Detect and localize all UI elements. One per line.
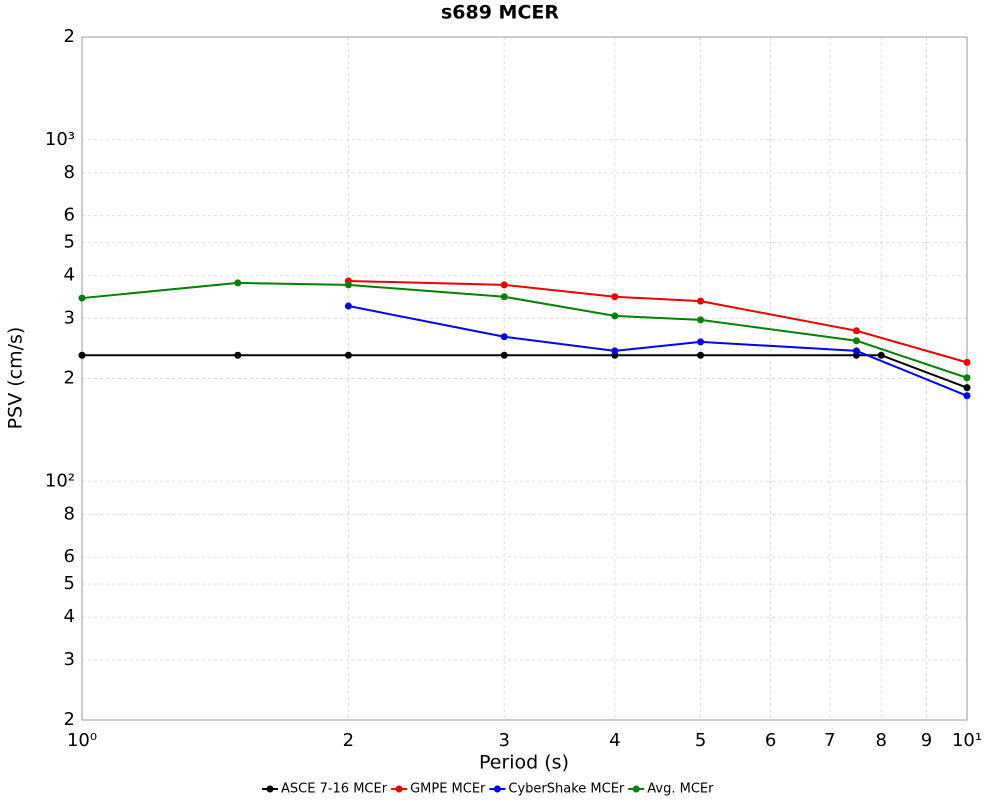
- y-tick-label: 6: [64, 546, 75, 567]
- y-tick-label: 10²: [45, 470, 75, 491]
- x-tick-label: 2: [343, 730, 354, 751]
- data-point: [344, 302, 352, 310]
- data-point: [344, 281, 352, 289]
- x-tick-label: 10¹: [952, 730, 982, 751]
- data-point: [697, 338, 705, 346]
- x-tick-label: 6: [765, 730, 776, 751]
- y-tick-label: 5: [64, 573, 75, 594]
- y-tick-label: 8: [64, 503, 75, 524]
- data-point: [963, 392, 971, 400]
- chart-title: s689 MCER: [441, 2, 559, 24]
- legend-label: GMPE MCEr: [410, 782, 486, 797]
- y-tick-label: 2: [64, 709, 75, 730]
- legend-marker: [493, 785, 501, 793]
- y-tick-label: 2: [64, 26, 75, 47]
- data-point: [697, 297, 705, 305]
- x-tick-label: 5: [695, 730, 706, 751]
- data-point: [500, 281, 508, 289]
- x-tick-label: 9: [921, 730, 932, 751]
- y-tick-label: 10³: [45, 129, 75, 150]
- series-line: [81, 281, 968, 379]
- y-tick-label: 8: [64, 162, 75, 183]
- x-tick-label: 7: [824, 730, 835, 751]
- legend-marker: [632, 785, 640, 793]
- data-point: [500, 333, 508, 341]
- y-tick-label: 2: [64, 368, 75, 389]
- data-point: [963, 358, 971, 366]
- series-line: [348, 305, 968, 397]
- data-point: [963, 384, 971, 392]
- x-tick-label: 10⁰: [67, 730, 97, 751]
- y-axis-label: PSV (cm/s): [5, 327, 27, 430]
- data-point: [78, 294, 86, 302]
- data-point: [611, 312, 619, 320]
- y-tick-label: 3: [64, 307, 75, 328]
- data-point: [852, 347, 860, 355]
- legend-label: CyberShake MCEr: [508, 782, 625, 797]
- data-point: [234, 351, 242, 359]
- y-tick-label: 4: [64, 265, 75, 286]
- legend-marker: [266, 785, 274, 793]
- legend-marker: [395, 785, 403, 793]
- data-point: [697, 351, 705, 359]
- x-tick-label: 8: [876, 730, 887, 751]
- x-axis-label: Period (s): [479, 752, 569, 774]
- data-point: [500, 351, 508, 359]
- y-tick-label: 3: [64, 649, 75, 670]
- data-point: [500, 293, 508, 301]
- series-line: [82, 354, 968, 389]
- y-tick-label: 4: [64, 606, 75, 627]
- data-point: [963, 374, 971, 382]
- data-point: [234, 279, 242, 287]
- data-point: [852, 337, 860, 345]
- data-point: [344, 351, 352, 359]
- data-point: [852, 327, 860, 335]
- data-point: [611, 347, 619, 355]
- y-tick-label: 5: [64, 232, 75, 253]
- data-point: [78, 351, 86, 359]
- data-point: [611, 293, 619, 301]
- legend-label: ASCE 7-16 MCEr: [281, 782, 388, 797]
- x-tick-label: 3: [499, 730, 510, 751]
- legend: ASCE 7-16 MCEr GMPE MCEr CyberShake MCEr Av…: [262, 782, 714, 797]
- x-tick-label: 4: [609, 730, 620, 751]
- legend-label: Avg. MCEr: [647, 782, 714, 797]
- y-tick-label: 6: [64, 205, 75, 226]
- series-line: [348, 279, 968, 364]
- data-point: [877, 351, 885, 359]
- data-point: [697, 316, 705, 324]
